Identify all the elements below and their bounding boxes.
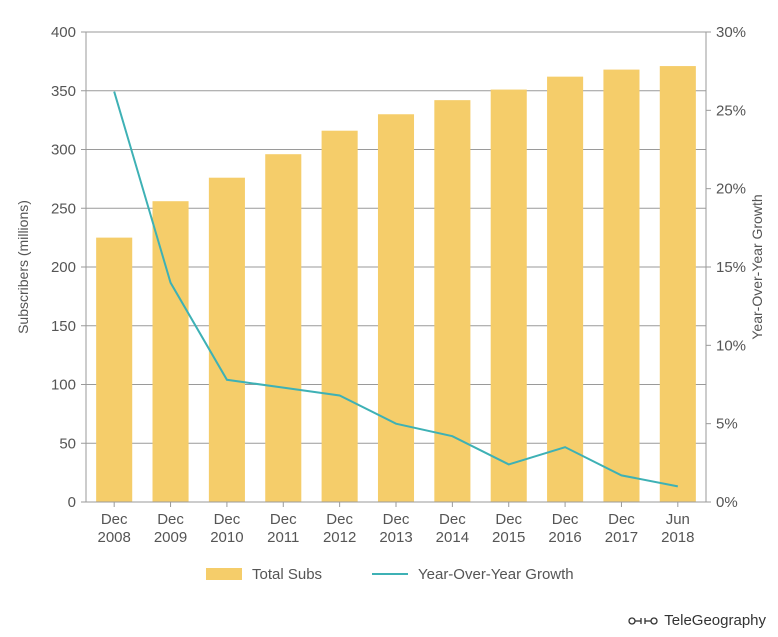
svg-text:Dec: Dec: [157, 511, 184, 528]
svg-text:50: 50: [59, 435, 76, 452]
svg-text:25%: 25%: [716, 102, 746, 119]
svg-text:Year-Over-Year Growth: Year-Over-Year Growth: [749, 194, 765, 339]
svg-text:10%: 10%: [716, 337, 746, 354]
svg-text:2014: 2014: [436, 529, 469, 546]
svg-text:Dec: Dec: [439, 511, 466, 528]
combo-chart: 0 50 100 150 200 250 300 350 400 0% 5% 10% 15% 20% 25%…: [0, 0, 778, 637]
svg-text:2009: 2009: [154, 529, 187, 546]
svg-text:2017: 2017: [605, 529, 638, 546]
legend: Total Subs Year-Over-Year Growth: [206, 566, 574, 583]
svg-text:2016: 2016: [548, 529, 581, 546]
svg-text:2018: 2018: [661, 529, 694, 546]
bar: [96, 238, 132, 502]
svg-text:Dec: Dec: [495, 511, 522, 528]
bar: [153, 201, 189, 502]
svg-text:Dec: Dec: [608, 511, 635, 528]
svg-text:2015: 2015: [492, 529, 525, 546]
svg-text:2013: 2013: [379, 529, 412, 546]
bar: [265, 154, 301, 502]
svg-text:30%: 30%: [716, 24, 746, 41]
svg-text:Dec: Dec: [383, 511, 410, 528]
branding-text: TeleGeography: [664, 612, 766, 629]
bar: [603, 70, 639, 502]
svg-text:Dec: Dec: [214, 511, 241, 528]
svg-text:300: 300: [51, 142, 76, 159]
branding-icon: [628, 614, 658, 628]
branding: TeleGeography: [628, 612, 766, 629]
svg-text:Dec: Dec: [552, 511, 579, 528]
chart-container: 0 50 100 150 200 250 300 350 400 0% 5% 10% 15% 20% 25%…: [0, 0, 778, 637]
svg-text:150: 150: [51, 318, 76, 335]
svg-text:2011: 2011: [267, 529, 299, 546]
svg-text:Dec: Dec: [270, 511, 297, 528]
svg-text:20%: 20%: [716, 181, 746, 198]
svg-text:Dec: Dec: [326, 511, 353, 528]
svg-text:Year-Over-Year Growth: Year-Over-Year Growth: [418, 566, 574, 583]
svg-text:Total Subs: Total Subs: [252, 566, 322, 583]
svg-text:2008: 2008: [97, 529, 130, 546]
svg-text:Subscribers (millions): Subscribers (millions): [15, 200, 31, 334]
svg-text:250: 250: [51, 200, 76, 217]
svg-text:100: 100: [51, 377, 76, 394]
svg-text:2012: 2012: [323, 529, 356, 546]
bar: [322, 131, 358, 502]
svg-text:5%: 5%: [716, 416, 738, 433]
svg-text:0%: 0%: [716, 494, 738, 511]
bar: [378, 114, 414, 502]
svg-text:200: 200: [51, 259, 76, 276]
svg-text:0: 0: [68, 494, 76, 511]
bar: [491, 90, 527, 502]
svg-text:2010: 2010: [210, 529, 243, 546]
bar: [547, 77, 583, 502]
svg-text:Dec: Dec: [101, 511, 128, 528]
svg-text:15%: 15%: [716, 259, 746, 276]
bar: [209, 178, 245, 502]
bar: [660, 66, 696, 502]
svg-text:Jun: Jun: [666, 511, 690, 528]
svg-text:400: 400: [51, 24, 76, 41]
svg-text:350: 350: [51, 83, 76, 100]
